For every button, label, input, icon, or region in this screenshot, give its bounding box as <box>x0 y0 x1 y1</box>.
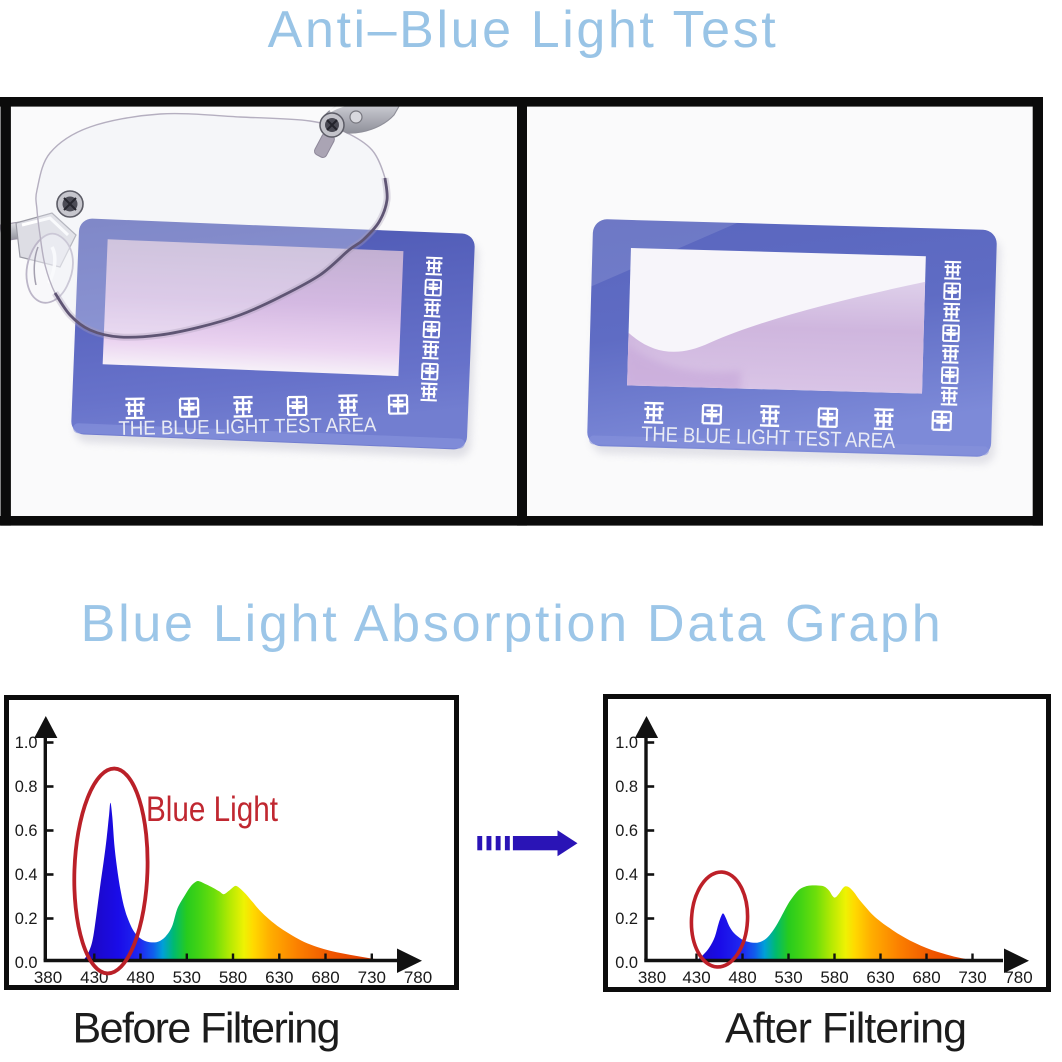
svg-text:630: 630 <box>866 968 894 987</box>
svg-text:480: 480 <box>728 968 756 987</box>
svg-text:430: 430 <box>682 968 710 987</box>
svg-text:680: 680 <box>912 968 940 987</box>
svg-text:530: 530 <box>774 968 802 987</box>
svg-text:0.0: 0.0 <box>15 954 38 972</box>
svg-text:730: 730 <box>358 968 386 987</box>
svg-text:0.4: 0.4 <box>615 866 638 884</box>
svg-text:730: 730 <box>958 968 986 987</box>
svg-text:THE BLUE LIGHT TEST AREA: THE BLUE LIGHT TEST AREA <box>118 414 377 440</box>
svg-text:530: 530 <box>173 968 201 987</box>
svg-text:430: 430 <box>80 968 108 987</box>
svg-text:480: 480 <box>126 968 154 987</box>
svg-text:0.0: 0.0 <box>615 954 638 972</box>
svg-text:0.2: 0.2 <box>615 910 638 928</box>
svg-text:580: 580 <box>820 968 848 987</box>
svg-text:0.6: 0.6 <box>615 822 638 840</box>
svg-text:380: 380 <box>638 968 666 987</box>
svg-text:0.8: 0.8 <box>15 778 38 796</box>
svg-text:0.6: 0.6 <box>15 822 38 840</box>
svg-text:680: 680 <box>311 968 339 987</box>
svg-text:0.2: 0.2 <box>15 910 38 928</box>
svg-text:Blue Light: Blue Light <box>146 790 278 829</box>
svg-text:630: 630 <box>265 968 293 987</box>
svg-text:0.4: 0.4 <box>15 866 38 884</box>
svg-text:1.0: 1.0 <box>15 734 38 752</box>
svg-text:780: 780 <box>404 968 432 987</box>
svg-text:780: 780 <box>1004 968 1032 987</box>
svg-text:0.8: 0.8 <box>615 778 638 796</box>
svg-text:Before Filtering: Before Filtering <box>73 1005 341 1053</box>
svg-text:After Filtering: After Filtering <box>725 1005 967 1053</box>
svg-text:580: 580 <box>219 968 247 987</box>
svg-text:1.0: 1.0 <box>615 734 638 752</box>
svg-text:380: 380 <box>34 968 62 987</box>
